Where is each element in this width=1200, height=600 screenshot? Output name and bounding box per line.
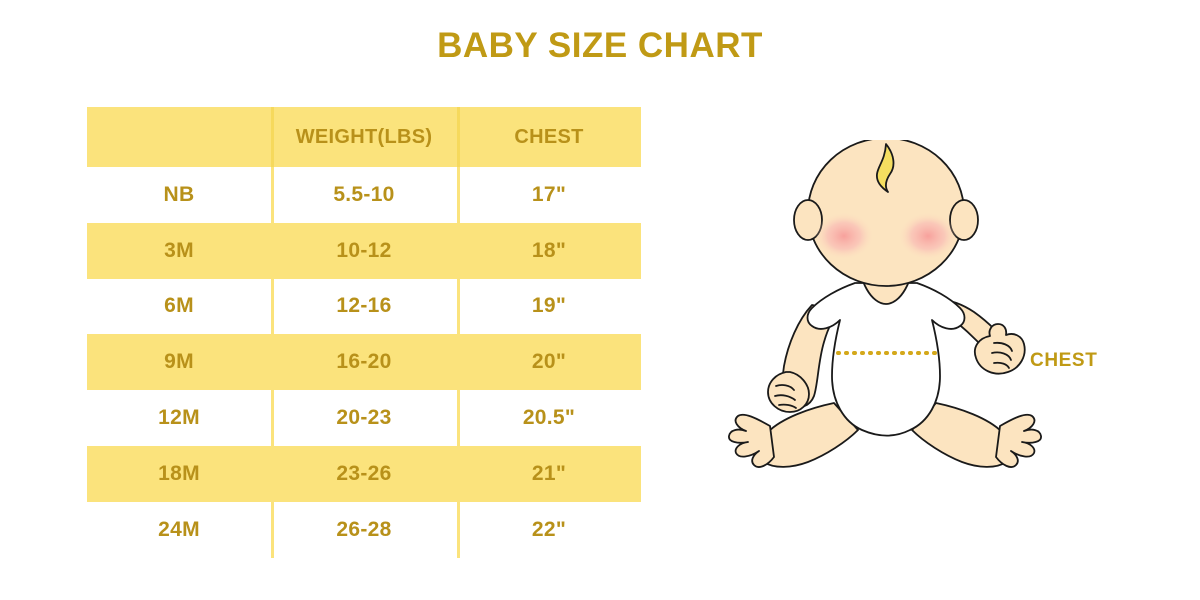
table-row: 9M 16-20 20"	[87, 334, 641, 391]
hand-left-fingers	[774, 384, 797, 409]
cell-size: 12M	[158, 406, 200, 430]
table-header-row: WEIGHT(LBS) CHEST	[87, 107, 641, 167]
cell-chest: 22"	[531, 517, 567, 541]
cell-weight: 10-12	[336, 238, 392, 262]
cell-chest: 19"	[531, 294, 567, 318]
table-row: 18M 23-26 21"	[87, 445, 641, 502]
hair-curl	[876, 143, 895, 193]
hand-right	[974, 323, 1026, 375]
blush-right	[898, 212, 958, 260]
table-row: 24M 26-28 22"	[87, 501, 641, 558]
table-row: 3M 10-12 18"	[87, 222, 641, 279]
cell-chest: 18"	[531, 238, 567, 262]
cell-size: 24M	[158, 517, 200, 541]
onesie	[806, 282, 966, 437]
cell-weight: 16-20	[336, 350, 392, 374]
cell-chest: 20"	[531, 350, 567, 374]
header-cell-weight: WEIGHT(LBS)	[295, 125, 433, 148]
table-row: 12M 20-23 20.5"	[87, 390, 641, 446]
cell-size: 3M	[164, 238, 194, 262]
table-row: NB 5.5-10 17"	[87, 167, 641, 223]
baby-sitting-illustration	[728, 140, 1042, 468]
cell-size: 6M	[164, 294, 194, 318]
cell-weight: 20-23	[336, 406, 392, 430]
cell-chest: 17"	[531, 182, 567, 206]
cell-weight: 5.5-10	[333, 182, 395, 206]
cell-size: 18M	[158, 461, 200, 485]
column-divider-2	[457, 107, 460, 558]
cell-chest: 21"	[531, 461, 567, 485]
chest-measure-label: CHEST	[1030, 350, 1098, 371]
blush-left	[814, 212, 874, 260]
hand-left	[767, 371, 810, 413]
table-row: 6M 12-16 19"	[87, 278, 641, 335]
foot-right	[995, 413, 1042, 468]
cell-weight: 26-28	[336, 517, 392, 541]
cell-weight: 23-26	[336, 461, 392, 485]
header-cell-chest: CHEST	[514, 125, 584, 148]
cell-size: NB	[163, 182, 195, 206]
column-divider-1	[271, 107, 274, 558]
cell-chest: 20.5"	[522, 406, 576, 430]
cell-weight: 12-16	[336, 294, 392, 318]
column-divider-1-header	[271, 107, 274, 167]
hand-right-fingers	[991, 341, 1013, 369]
cell-size: 9M	[164, 350, 194, 374]
size-chart-table: WEIGHT(LBS) CHEST NB 5.5-10 17" 3M 10-12…	[87, 107, 641, 558]
page-title: BABY SIZE CHART	[437, 26, 763, 65]
foot-left	[728, 413, 775, 468]
column-divider-2-header	[457, 107, 460, 167]
